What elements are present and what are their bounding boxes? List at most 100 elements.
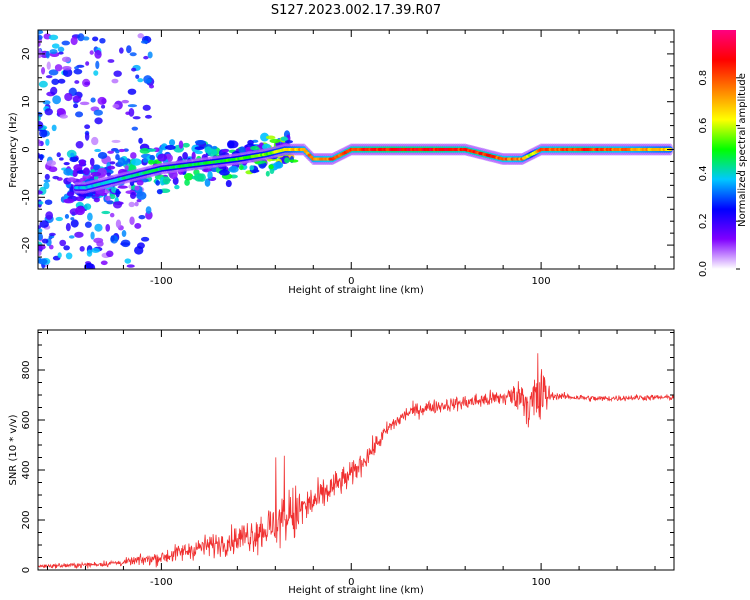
spectrogram-cell bbox=[44, 108, 53, 116]
spectrogram-cell bbox=[61, 40, 71, 46]
spectrogram-x-tick-label: 100 bbox=[532, 276, 551, 287]
spectrogram-cell bbox=[131, 67, 137, 72]
spectrogram-cell bbox=[115, 188, 120, 198]
spectrogram-cell bbox=[38, 115, 41, 122]
spectrogram-cell bbox=[138, 137, 143, 144]
spectrogram-cell bbox=[99, 37, 106, 44]
spectrogram-cell bbox=[87, 212, 93, 222]
spectrogram-y-tick-label: 10 bbox=[21, 95, 32, 108]
spectrogram-cell bbox=[38, 48, 42, 52]
spectrogram-cell bbox=[121, 99, 130, 104]
spectrogram-cell bbox=[168, 139, 176, 146]
spectrogram-cell bbox=[46, 61, 51, 70]
spectrogram-cell bbox=[194, 150, 203, 155]
spectrogram-cell bbox=[48, 244, 54, 250]
spectrogram-marks bbox=[38, 30, 674, 269]
spectrogram-cell bbox=[57, 252, 62, 259]
spectrogram-cell bbox=[75, 111, 84, 118]
colorbar-ticks: 0.0 0.2 0.4 0.6 0.8 bbox=[698, 70, 740, 277]
spectrogram-cell bbox=[61, 56, 71, 63]
spectrogram-cell bbox=[118, 148, 126, 153]
spectrogram-cell bbox=[107, 150, 114, 154]
spectrogram-y-axis-label: Frequency (Hz) bbox=[8, 112, 19, 188]
spectrogram-cell bbox=[50, 86, 58, 96]
spectrogram-cell bbox=[109, 193, 116, 200]
spectrogram-cell bbox=[90, 231, 95, 240]
spectrogram-cell bbox=[129, 52, 137, 57]
spectrogram-cell bbox=[59, 157, 64, 161]
spectrogram-cell bbox=[115, 149, 120, 154]
spectrogram-cell bbox=[51, 78, 60, 85]
spectrogram-cell bbox=[64, 214, 70, 219]
snr-line bbox=[38, 353, 674, 569]
spectrogram-cell bbox=[182, 142, 190, 148]
spectrogram-cell bbox=[73, 164, 83, 172]
spectrogram-cell bbox=[38, 233, 43, 241]
spectrogram-cell bbox=[113, 201, 124, 205]
spectrogram-cell bbox=[134, 246, 144, 255]
snr-x-tick-label: -100 bbox=[150, 577, 173, 588]
spectrogram-cell bbox=[204, 178, 211, 187]
spectrogram-cell bbox=[72, 95, 82, 103]
spectrogram-cell bbox=[183, 172, 194, 181]
spectrogram-cell bbox=[94, 117, 103, 125]
spectrogram-cell bbox=[131, 126, 139, 131]
spectrogram-cell bbox=[86, 249, 93, 257]
spectrogram-cell bbox=[191, 151, 196, 161]
spectrogram-cell bbox=[218, 169, 230, 176]
spectrogram-cell bbox=[51, 124, 57, 132]
spectrogram-cell bbox=[38, 250, 42, 256]
spectrogram-cell bbox=[130, 191, 137, 199]
colorbar-tick-label: 0.8 bbox=[698, 70, 709, 86]
spectrogram-cell bbox=[41, 238, 49, 244]
chart-title: S127.2023.002.17.39.R07 bbox=[271, 3, 441, 18]
spectrogram-cell bbox=[249, 165, 255, 171]
spectrogram-cell bbox=[79, 101, 90, 106]
spectrogram-cell bbox=[212, 145, 218, 150]
spectrogram-cell bbox=[65, 252, 73, 260]
spectrogram-cell bbox=[101, 104, 106, 109]
spectrogram-frame bbox=[37, 29, 675, 270]
spectrogram-cell bbox=[134, 185, 140, 191]
spectrogram-cell bbox=[207, 171, 213, 180]
spectrogram-cell bbox=[94, 49, 102, 59]
spectrogram-cell bbox=[145, 206, 152, 214]
spectrogram-cell bbox=[194, 139, 206, 145]
spectrogram-cell bbox=[194, 146, 205, 151]
spectrogram-cell bbox=[136, 191, 147, 200]
snr-y-tick-label: 600 bbox=[21, 410, 32, 429]
spectrogram-cell bbox=[128, 108, 135, 117]
spectrogram-cell bbox=[42, 100, 51, 105]
spectrogram-cell bbox=[260, 132, 270, 142]
spectrogram-cell bbox=[144, 114, 152, 119]
spectrogram-cell bbox=[184, 179, 190, 186]
spectrogram-cell bbox=[75, 141, 84, 149]
spectrogram-cell bbox=[91, 248, 100, 253]
spectrogram-cell bbox=[94, 223, 103, 232]
spectrogram-cell bbox=[145, 78, 152, 83]
spectrogram-cell bbox=[95, 60, 100, 70]
snr-y-tick-label: 800 bbox=[21, 360, 32, 379]
spectrogram-cell bbox=[155, 179, 161, 186]
spectrogram-cell bbox=[97, 96, 107, 105]
spectrogram-cell bbox=[70, 219, 79, 228]
spectrogram-cell bbox=[140, 40, 149, 44]
spectrogram-cell bbox=[85, 61, 90, 66]
spectrogram-cell bbox=[73, 103, 79, 109]
spectrogram-cell bbox=[93, 197, 100, 203]
spectrogram-cell bbox=[178, 140, 184, 149]
spectrogram-cell bbox=[93, 70, 99, 76]
spectrogram-cell bbox=[149, 84, 155, 89]
spectrogram-cell bbox=[138, 214, 146, 220]
spectrogram-cell bbox=[83, 167, 90, 176]
spectrogram-cell bbox=[137, 33, 144, 39]
spectrogram-cell bbox=[57, 46, 65, 53]
spectrogram-cell bbox=[238, 165, 244, 171]
spectrogram-cell bbox=[238, 146, 246, 154]
spectrogram-cell bbox=[127, 88, 137, 95]
spectrogram-cell bbox=[104, 195, 111, 201]
spectrogram-cell bbox=[156, 189, 163, 195]
spectrogram-cell bbox=[94, 148, 102, 153]
spectrogram-cell bbox=[288, 159, 299, 163]
spectrogram-cell bbox=[62, 68, 73, 77]
